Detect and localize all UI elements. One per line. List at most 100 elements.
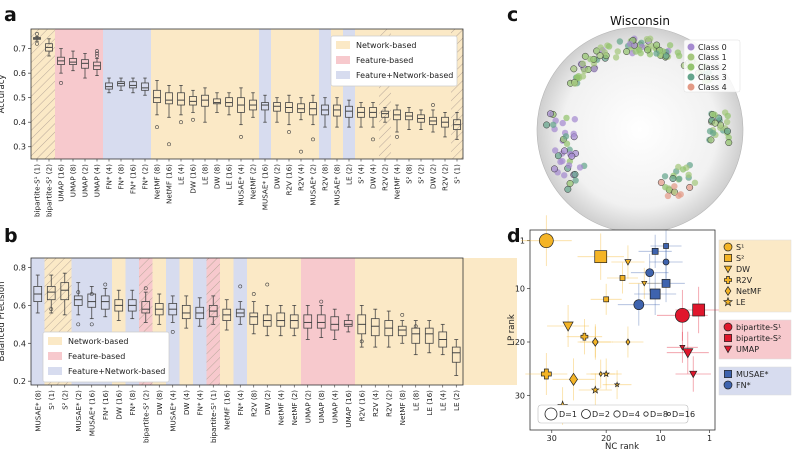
d-point [619, 275, 626, 281]
legend-class4-marker [687, 83, 695, 91]
b-xtick-label: NetMF (2) [290, 390, 299, 426]
c-point-class0 [568, 152, 576, 160]
a-outlier [371, 137, 375, 142]
a-box [333, 104, 341, 117]
c-point-class4 [664, 192, 672, 200]
legend-b-network: Network-based [68, 337, 128, 346]
b-outlier [76, 322, 81, 327]
a-box [189, 96, 197, 106]
legend-b-featnet: Feature+Network-based [68, 367, 165, 376]
c-point-class2 [662, 183, 669, 191]
a-xtick-label: S² (2) [417, 164, 426, 184]
b-box [46, 286, 56, 301]
b-xtick-label: MUSAE* (8) [33, 390, 42, 432]
c-point-class2 [581, 52, 589, 60]
dim-marker-1 [544, 407, 558, 421]
c-point-class0 [551, 147, 559, 154]
legend-class2: Class 2 [698, 63, 727, 72]
panel-label-d: d [507, 225, 521, 247]
d-point [569, 372, 578, 386]
b-outlier [319, 299, 324, 304]
d-point [590, 385, 600, 394]
a-ylabel: Accuracy [0, 75, 7, 114]
c-point-class0 [557, 158, 564, 166]
b-outlier [89, 292, 94, 296]
a-xtick-label: UMAP (4) [93, 164, 102, 197]
d-ytick-label: 1 [520, 237, 525, 246]
dim-d16: D=16 [672, 410, 695, 419]
b-box [100, 295, 110, 310]
b-xtick-label: DW (2) [263, 390, 272, 415]
b-xtick-label: UMAP (8) [317, 390, 326, 423]
c-point-class0 [626, 40, 634, 48]
panel-d-ylabel: LP rank [507, 314, 517, 346]
legend-class3-marker [687, 73, 695, 81]
d-point [675, 307, 690, 323]
a-outlier [95, 51, 99, 56]
d-legend-marker [723, 380, 733, 390]
d-legend-label: FN* [736, 381, 751, 390]
c-point-class4 [675, 192, 682, 199]
c-point-class0 [565, 162, 573, 169]
c-point-class3 [554, 152, 562, 160]
d-point [645, 268, 655, 278]
a-xtick-label: LE (16) [225, 164, 234, 190]
d-point [538, 233, 554, 249]
d-point [540, 368, 552, 380]
b-outlier [251, 292, 256, 296]
b-outlier [103, 282, 108, 287]
a-outlier [299, 149, 303, 154]
panel-d-axes [529, 229, 716, 431]
a-outlier [35, 32, 39, 36]
c-point-class0 [561, 172, 568, 179]
b-box [343, 320, 353, 327]
b-box [141, 301, 151, 314]
b-ytick-label: 0.6 [13, 301, 26, 310]
d-legend-label: S¹ [736, 243, 744, 252]
a-xtick-label: NetMF (4) [393, 164, 402, 200]
a-xtick-label: bipartite-S² (2) [45, 164, 54, 217]
a-xtick-label: FN* (2) [141, 164, 150, 190]
c-point-class2 [587, 55, 594, 63]
b-band-network [247, 258, 301, 385]
legend-b: Network-based Feature-based Feature+Netw… [42, 331, 170, 383]
d-point [602, 370, 610, 378]
panel-c-title: Wisconsin [610, 14, 670, 28]
d-xtick-label: 20 [601, 434, 611, 443]
a-xtick-label: DW (16) [189, 164, 198, 194]
c-point-class2 [632, 48, 639, 55]
c-point-class3 [661, 173, 669, 180]
a-band-featnet [103, 29, 151, 159]
a-box [273, 102, 281, 112]
legend-class2-marker [687, 63, 695, 71]
a-band-feature [55, 29, 103, 159]
panel-d-rank-plot: NC rank LP rank 30 20 10 1 1 10 20 30 D=1 D=2 D… [507, 215, 792, 452]
a-xtick-label: R2V (2) [441, 164, 450, 191]
legend-b-swatch-featnet [48, 367, 62, 375]
b-xtick-label: R2V (16) [357, 390, 366, 422]
c-point-class3 [706, 128, 714, 135]
b-xtick-label: UMAP (16) [344, 390, 353, 428]
a-xtick-label: LE (4) [177, 164, 186, 185]
d-legend-marker [724, 370, 732, 378]
a-xtick-label: R2V (4) [297, 164, 306, 191]
b-box [370, 318, 380, 337]
a-box [105, 82, 113, 90]
a-xtick-label: MUSAE* (8) [333, 164, 342, 206]
panel-d-xlabel: NC rank [605, 442, 639, 452]
a-box [381, 110, 389, 118]
dim-d8: D=8 [650, 410, 668, 419]
d-legend-marker [723, 265, 733, 274]
legend-class1-marker [687, 53, 695, 61]
c-point-class0 [591, 66, 598, 73]
b-xtick-label: FN* (8) [128, 390, 137, 416]
d-point [633, 299, 645, 311]
a-box [345, 105, 353, 118]
d-point [592, 337, 599, 347]
a-ytick-label: 0.7 [13, 45, 26, 54]
c-point-class3 [543, 121, 551, 129]
a-xtick-label: NetMF (16) [165, 164, 174, 204]
a-ytick-label: 0.5 [13, 94, 26, 103]
b-box [303, 314, 313, 329]
legend-b-swatch-network [48, 337, 62, 345]
